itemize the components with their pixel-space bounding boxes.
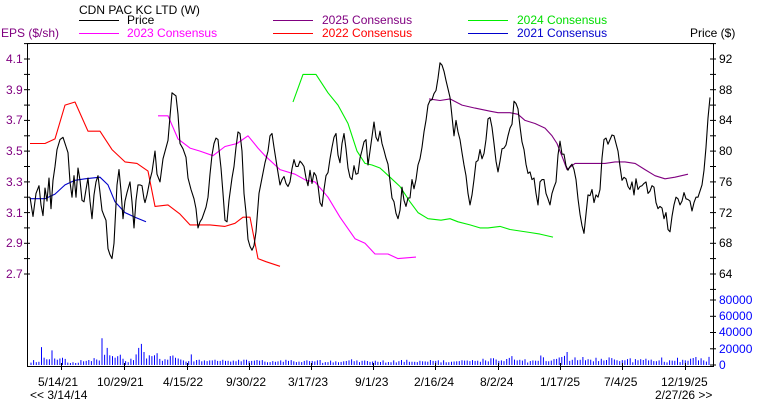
volume-tick-label: 80000 [719,293,753,307]
x-tick-label: 1/17/25 [540,375,581,389]
legend-swatch-2022 [273,33,313,34]
volume-bars [30,338,710,365]
eps-tick-label: 3.7 [6,113,23,127]
series-lines [29,62,711,267]
series-price [29,62,711,260]
series-2025-consensus [428,98,689,180]
price-tick-label: 84 [719,113,733,127]
eps-tick-label: 3.9 [6,83,23,97]
volume-tick-label: 40000 [719,325,753,339]
legend-label-2023: 2023 Consensus [127,26,218,40]
eps-tick-label: 2.9 [6,236,23,250]
volume-tick-label: 60000 [719,309,753,323]
eps-tick-label: 2.7 [6,267,23,281]
legend-label-2024: 2024 Consensus [517,13,608,27]
range-start-link[interactable]: << 3/14/14 [30,388,88,402]
x-tick-label: 10/29/21 [97,375,144,389]
series-2021-consensus [30,176,147,223]
plot-frame [24,43,716,370]
price-tick-label: 76 [719,175,733,189]
range-end-link[interactable]: 2/27/26 >> [655,388,713,402]
price-tick-label: 64 [719,267,733,281]
eps-axis-title: EPS ($/sh) [1,26,60,40]
x-tick-label: 12/19/25 [661,375,708,389]
x-tick-label: 4/15/22 [163,375,204,389]
x-tick-label: 3/17/23 [288,375,329,389]
series-2022-consensus [30,101,281,267]
price-tick-label: 88 [719,83,733,97]
x-tick-label: 5/14/21 [38,375,79,389]
x-tick-label: 7/4/25 [604,375,638,389]
legend-swatch-price [79,20,119,21]
series-2023-consensus [158,115,417,260]
eps-tick-label: 3.3 [6,175,23,189]
chart-title: CDN PAC KC LTD (W) [79,3,200,17]
legend-swatch-2023 [79,33,119,34]
series-2024-consensus [292,73,554,238]
volume-tick-label: 20000 [719,342,753,356]
price-axis-title: Price ($) [690,26,736,40]
volume-tick-label: 0 [719,358,726,372]
eps-tick-label: 4.1 [6,52,23,66]
legend-swatch-2024 [468,20,508,21]
legend-label-price: Price [127,13,155,27]
x-tick-label: 2/16/24 [414,375,455,389]
legend-label-2022: 2022 Consensus [322,26,413,40]
price-tick-label: 68 [719,236,733,250]
x-tick-label: 9/30/22 [226,375,267,389]
x-tick-label: 9/1/23 [355,375,389,389]
x-tick-label: 8/2/24 [480,375,514,389]
legend-label-2025: 2025 Consensus [322,13,413,27]
eps-tick-label: 3.5 [6,144,23,158]
eps-tick-label: 3.1 [6,206,23,220]
price-tick-label: 80 [719,144,733,158]
legend-swatch-2025 [273,20,313,21]
legend-label-2021: 2021 Consensus [517,26,608,40]
price-tick-label: 72 [719,206,733,220]
price-tick-label: 92 [719,52,733,66]
legend-swatch-2021 [468,33,508,34]
